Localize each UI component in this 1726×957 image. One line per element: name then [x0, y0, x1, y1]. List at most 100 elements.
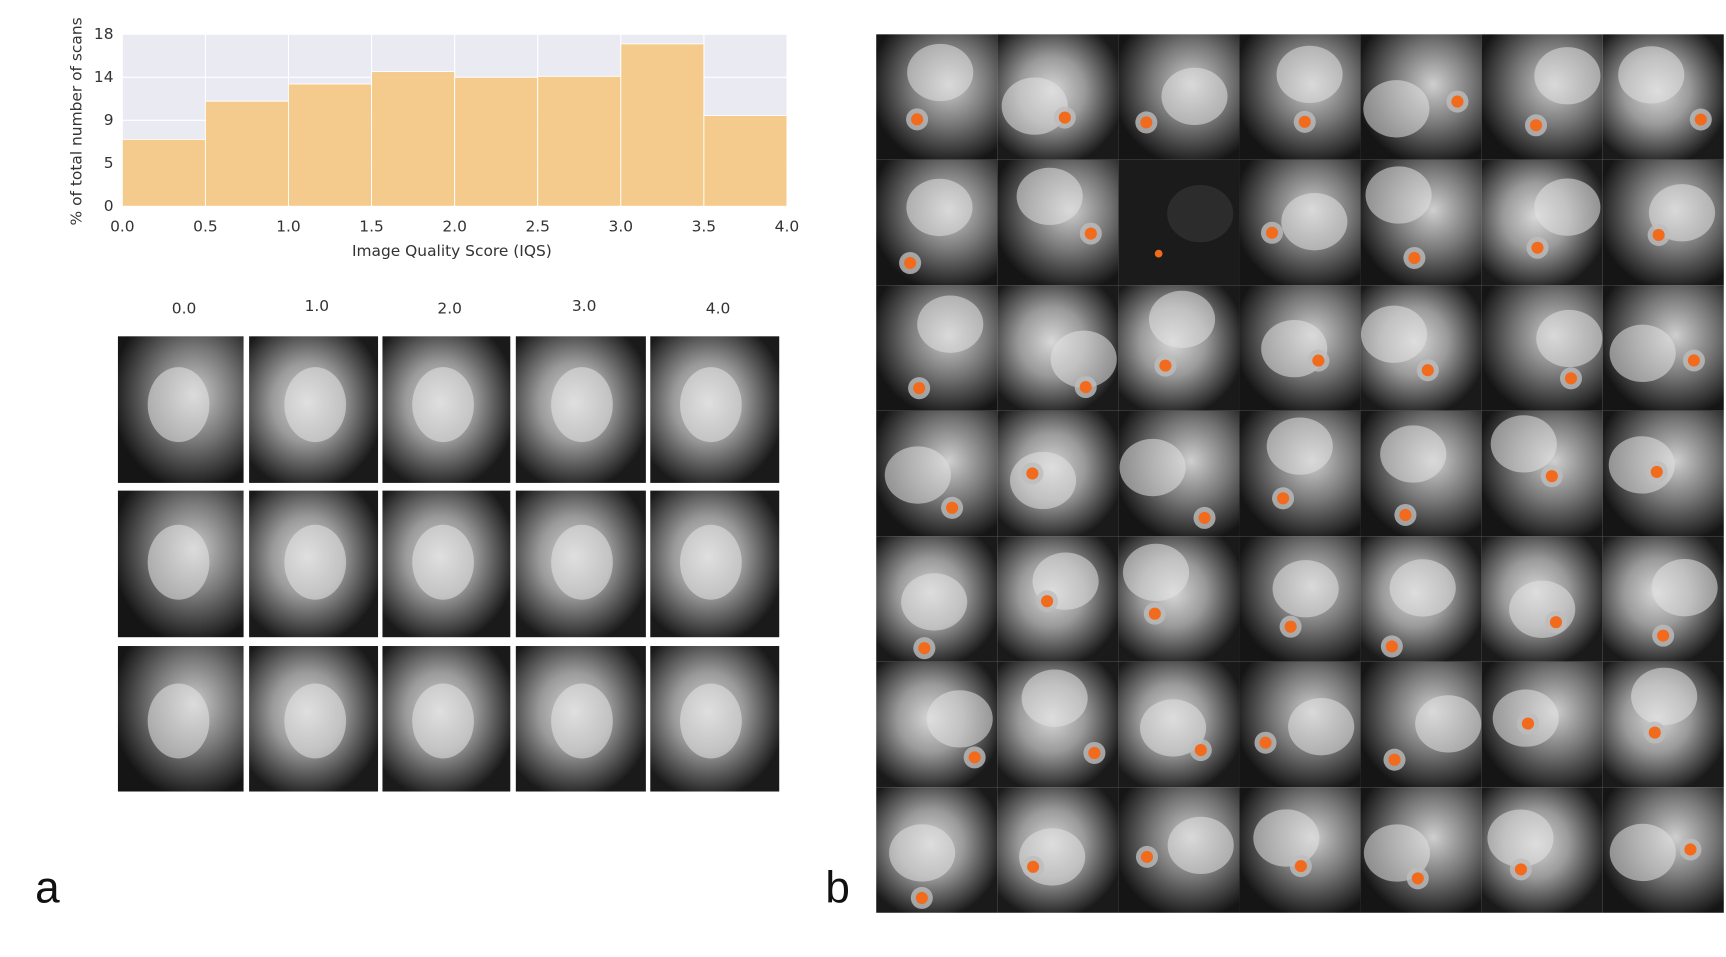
mri-structure — [1119, 438, 1186, 497]
panel-label: a — [35, 863, 60, 912]
marker — [1408, 251, 1421, 265]
column-label: 2.0 — [437, 299, 462, 317]
mri-structure — [147, 367, 210, 443]
mri-structure — [284, 683, 347, 759]
marker — [1041, 595, 1054, 608]
marker — [1514, 863, 1527, 876]
marker — [1159, 359, 1172, 372]
mri-structure — [926, 690, 993, 748]
bar — [537, 75, 622, 207]
marker — [1265, 226, 1279, 239]
panel-label: b — [825, 863, 850, 912]
bar — [121, 138, 206, 207]
marker — [1058, 111, 1071, 124]
mri-structure — [1534, 47, 1601, 105]
marker — [1549, 616, 1563, 629]
marker — [918, 642, 931, 655]
mri-structure — [284, 367, 347, 443]
mri-structure — [1360, 305, 1428, 363]
mri-structure — [906, 178, 973, 237]
column-label: 1.0 — [305, 297, 330, 315]
mri-structure — [1009, 451, 1077, 510]
mri-structure — [1272, 560, 1339, 618]
mri-structure — [1167, 816, 1234, 875]
mri-structure — [1139, 699, 1207, 757]
column-label: 3.0 — [572, 297, 597, 315]
bar — [288, 83, 373, 207]
mri-structure — [1050, 330, 1117, 388]
marker — [1652, 228, 1665, 242]
x-axis-label: Image Quality Score (IQS) — [352, 242, 552, 260]
mri-structure — [412, 367, 474, 443]
mri-structure — [884, 446, 951, 504]
marker — [1198, 511, 1211, 524]
mri-structure — [1365, 166, 1432, 224]
x-tick-label: 0.0 — [110, 218, 135, 236]
bar — [454, 76, 539, 207]
x-tick-label: 3.0 — [609, 218, 634, 236]
x-tick-label: 2.5 — [525, 218, 550, 236]
mri-structure — [1253, 809, 1320, 867]
bar — [371, 71, 456, 207]
marker — [1084, 227, 1097, 240]
mri-structure — [412, 524, 474, 600]
marker — [1194, 744, 1207, 757]
column-label: 0.0 — [172, 299, 197, 317]
mri-structure — [1415, 695, 1482, 753]
mri-structure — [551, 683, 613, 759]
y-axis-label: % of total number of scans — [68, 17, 86, 225]
mri-structure — [284, 524, 347, 600]
mri-structure — [1001, 77, 1068, 135]
marker — [1564, 372, 1578, 385]
marker — [1079, 381, 1092, 394]
marker — [1148, 607, 1161, 620]
y-tick-label: 0 — [104, 197, 114, 215]
mri-structure — [917, 295, 984, 353]
mri-structure — [1487, 809, 1554, 867]
x-tick-label: 4.0 — [775, 218, 800, 236]
image-grids — [117, 34, 1724, 913]
column-label: 4.0 — [706, 299, 731, 317]
marker — [1657, 629, 1670, 642]
marker — [1140, 850, 1154, 863]
marker — [1027, 860, 1040, 873]
bar — [204, 100, 289, 207]
mri-structure — [680, 683, 742, 759]
mri-structure — [147, 524, 210, 600]
mri-structure — [680, 367, 742, 443]
marker — [1421, 364, 1434, 377]
mri-structure — [412, 683, 474, 759]
y-tick-label: 5 — [104, 154, 114, 172]
mri-structure — [1148, 290, 1216, 349]
marker — [1294, 860, 1307, 873]
x-tick-label: 3.5 — [692, 218, 717, 236]
mri-structure — [1288, 698, 1355, 756]
marker — [1385, 640, 1398, 653]
marker — [968, 751, 981, 764]
marker — [1650, 465, 1663, 478]
mri-structure — [1651, 559, 1718, 617]
mri-structure — [1363, 824, 1431, 882]
mri-structure — [901, 573, 968, 631]
marker — [913, 382, 926, 395]
marker — [1451, 95, 1464, 108]
marker — [1694, 113, 1707, 126]
mri-structure — [1534, 178, 1601, 236]
marker — [1284, 620, 1297, 633]
y-tick-label: 18 — [94, 25, 114, 43]
y-tick-label: 14 — [94, 68, 114, 86]
mri-structure — [1266, 417, 1333, 475]
x-tick-label: 1.0 — [276, 218, 301, 236]
marker — [904, 256, 917, 270]
x-tick-label: 1.5 — [359, 218, 384, 236]
marker — [1298, 115, 1311, 128]
mri-structure — [1122, 543, 1190, 602]
marker — [1687, 354, 1700, 367]
mri-structure — [551, 524, 613, 600]
marker — [1399, 508, 1412, 522]
mri-structure — [551, 367, 613, 443]
marker — [1388, 753, 1401, 766]
mri-structure — [1161, 67, 1228, 126]
marker — [1531, 241, 1544, 254]
